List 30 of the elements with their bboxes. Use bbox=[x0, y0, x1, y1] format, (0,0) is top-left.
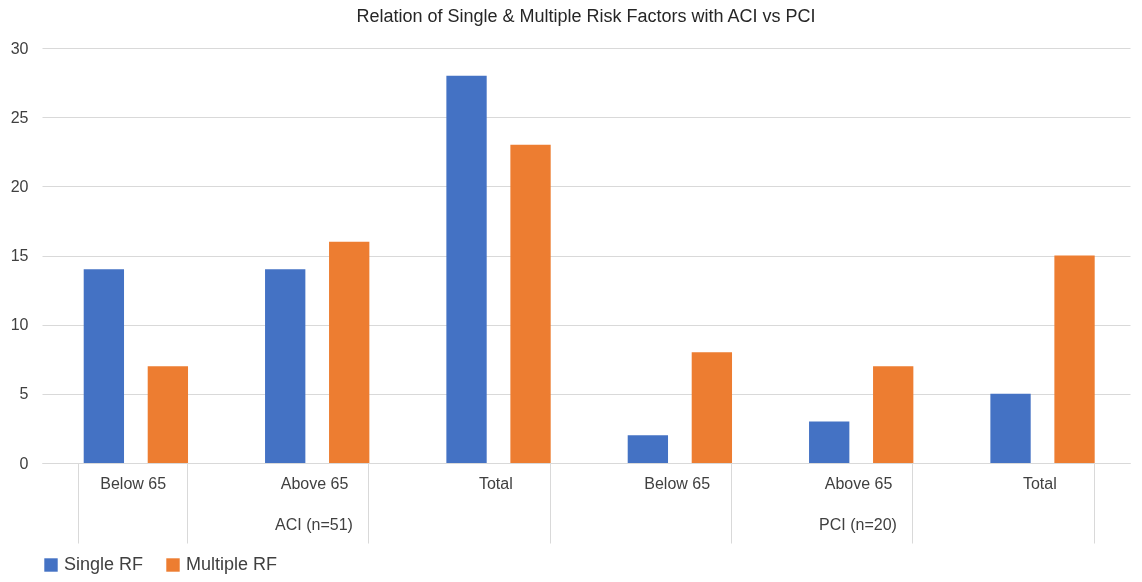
bar bbox=[873, 366, 914, 463]
bar bbox=[265, 269, 306, 463]
bar bbox=[329, 241, 370, 463]
x-tick-label: Above 65 bbox=[824, 474, 893, 492]
bar bbox=[691, 352, 733, 463]
x-tick-label: Above 65 bbox=[280, 474, 349, 492]
text: ACI (n=51) bbox=[275, 516, 353, 533]
bar bbox=[510, 144, 551, 463]
bar bbox=[627, 435, 669, 463]
y-tick-label: 30 bbox=[10, 39, 29, 57]
y-tick-label: 25 bbox=[10, 108, 29, 126]
legend-label: Multiple RF bbox=[186, 554, 278, 574]
bar bbox=[1054, 255, 1095, 463]
x-tick-label: Total bbox=[478, 474, 513, 492]
bar bbox=[147, 366, 189, 463]
y-tick-label: 15 bbox=[10, 247, 29, 264]
bar bbox=[83, 269, 125, 463]
x-tick-label: Total bbox=[1022, 474, 1057, 492]
y-tick-label: 20 bbox=[10, 177, 29, 195]
bar bbox=[990, 393, 1031, 463]
bar bbox=[446, 75, 487, 463]
y-tick-label: 0 bbox=[19, 454, 29, 472]
legend-label: Single RF bbox=[64, 554, 144, 574]
y-tick-label: 10 bbox=[10, 316, 29, 334]
x-tick-label: Below 65 bbox=[644, 474, 711, 492]
chart-title: Relation of Single & Multiple Risk Factors with ACI vs PCI bbox=[356, 6, 816, 26]
x-tick-label: Below 65 bbox=[100, 474, 167, 492]
bar bbox=[809, 421, 850, 463]
y-tick-label: 5 bbox=[19, 385, 29, 403]
text: PCI (n=20) bbox=[819, 516, 897, 533]
